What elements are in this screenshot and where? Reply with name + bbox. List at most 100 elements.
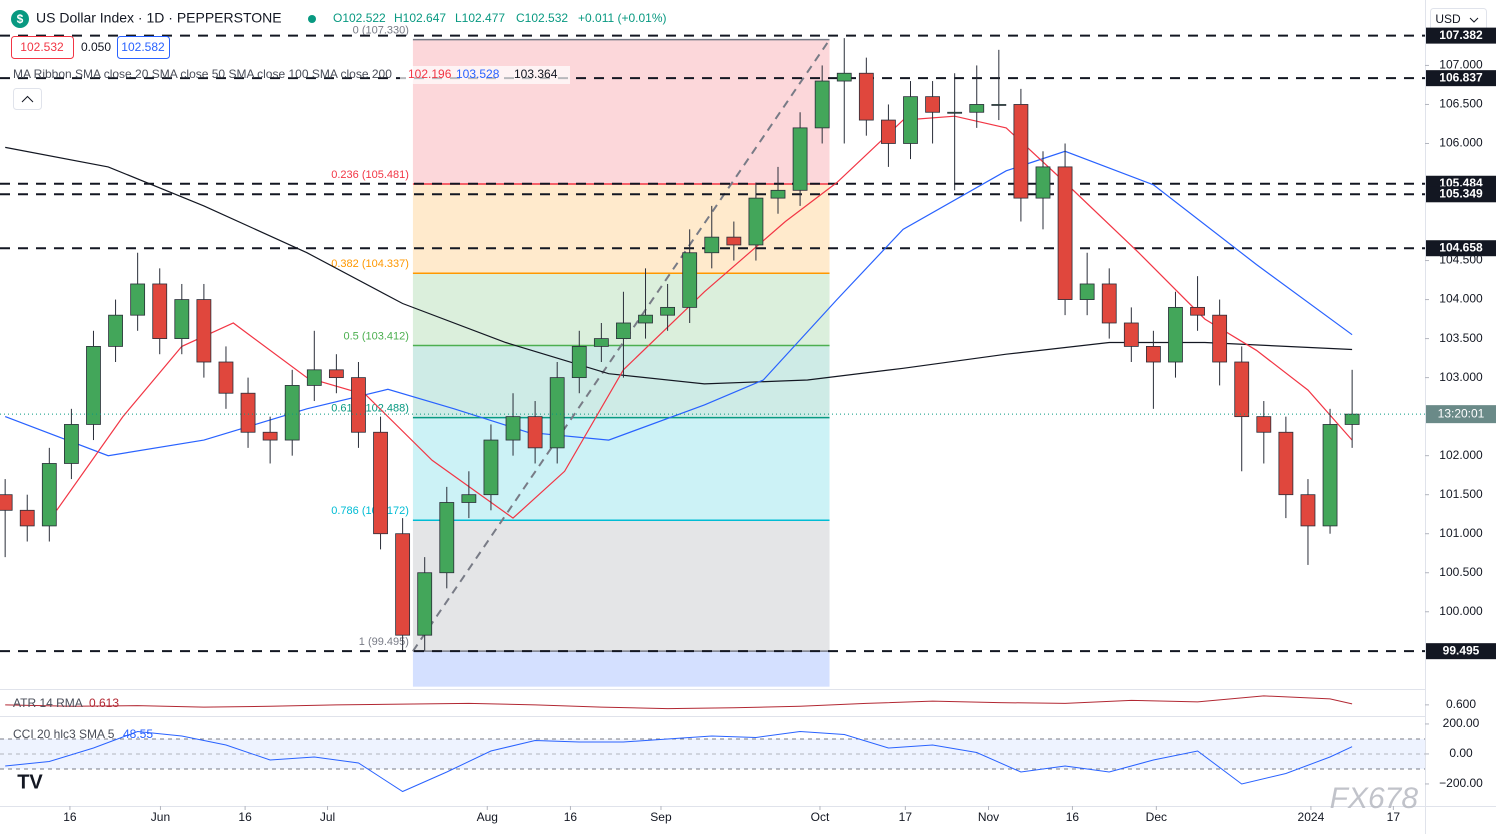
atr-line <box>5 695 1353 710</box>
level-label: 99.495 <box>1443 643 1480 657</box>
ohlc-close: C102.532 <box>516 11 568 25</box>
x-tick-label: Jul <box>320 810 335 824</box>
candle-body <box>174 299 190 339</box>
spread: 0.050 <box>81 40 111 54</box>
candle-body <box>86 346 101 425</box>
candle-body <box>417 572 433 636</box>
level-label-box <box>1426 70 1496 87</box>
x-tick-label: 16 <box>63 810 77 824</box>
y-tick-label: 106.500 <box>1439 97 1483 111</box>
candle-body <box>571 346 587 379</box>
x-tick-label: 16 <box>238 810 252 824</box>
cci-tick-label: 0.00 <box>1449 746 1473 760</box>
candle-body <box>1300 494 1316 527</box>
fib-label: 0.5 (103.412) <box>343 330 408 342</box>
candle-body <box>461 494 477 503</box>
cci-value: 48.55 <box>123 727 153 741</box>
candle-body <box>439 502 455 574</box>
level-label: 104.658 <box>1439 240 1483 254</box>
y-tick-label: 107.000 <box>1439 58 1483 72</box>
candle-body <box>395 533 411 636</box>
last-price-box <box>1426 405 1496 424</box>
atr-value: 0.613 <box>89 696 119 710</box>
ma-legend-bg <box>400 66 570 84</box>
ohlc-open: O102.522 <box>333 11 386 25</box>
candle-body <box>1168 306 1183 363</box>
candle-body <box>881 119 896 144</box>
y-tick-label: 101.000 <box>1439 526 1483 540</box>
x-tick-label: 2024 <box>1298 810 1325 824</box>
candle-body <box>1344 413 1360 425</box>
candle-body <box>836 72 852 82</box>
candle-body <box>991 104 1007 106</box>
bid-box[interactable] <box>11 36 74 59</box>
x-tick-label: 16 <box>564 810 578 824</box>
x-tick-label: Sep <box>650 810 672 824</box>
ask-box[interactable] <box>117 36 170 59</box>
candle-body <box>770 189 786 199</box>
level-label-box <box>1426 186 1496 203</box>
fib-label: 0.382 (104.337) <box>331 258 409 270</box>
ma-legend[interactable]: MA Ribbon SMA close 20 SMA close 50 SMA … <box>13 67 392 81</box>
fib-label: 0.786 (101.172) <box>331 505 409 517</box>
candle-body <box>1256 416 1272 433</box>
x-tick-label: 17 <box>899 810 913 824</box>
level-label: 106.837 <box>1439 70 1483 84</box>
y-tick-label: 104.000 <box>1439 292 1483 306</box>
candle-body <box>152 283 168 339</box>
candle-body <box>218 361 234 394</box>
level-label-box <box>1426 27 1496 44</box>
candle-body <box>1234 361 1250 418</box>
candle-body <box>196 299 212 363</box>
candle-body <box>682 252 698 308</box>
candle-body <box>505 416 521 441</box>
fib-label: 0 (107.330) <box>353 25 409 37</box>
candle-body <box>792 127 808 191</box>
candle-body <box>108 314 123 347</box>
fib-label: 0.618 (102.488) <box>331 402 409 414</box>
ask-price: 102.582 <box>121 40 165 54</box>
candle-body <box>527 416 543 449</box>
candle-body <box>593 338 609 347</box>
watermark: FX678 <box>1330 782 1419 815</box>
chart-title[interactable]: US Dollar Index · 1D · PEPPERSTONE <box>36 10 282 26</box>
candle-body <box>373 431 388 535</box>
x-tick-label: Oct <box>811 810 830 824</box>
x-tick-label: Dec <box>1146 810 1167 824</box>
ohlc-change: +0.011 (+0.01%) <box>578 11 667 25</box>
candle-body <box>638 314 653 324</box>
candle-body <box>925 96 940 113</box>
candle-body <box>1013 104 1029 199</box>
level-label-box <box>1426 643 1496 660</box>
logo: TV <box>17 771 43 793</box>
y-tick-label: 102.000 <box>1439 448 1483 462</box>
candle-body <box>63 424 79 464</box>
candle-body <box>1057 166 1073 300</box>
cci-line <box>5 730 1353 793</box>
x-tick-label: 16 <box>1066 810 1080 824</box>
moving-average <box>4 150 1353 457</box>
ohlc-high: H102.647 <box>394 11 446 25</box>
moving-average <box>5 146 1353 385</box>
collapse-button[interactable] <box>13 88 42 110</box>
x-tick-label: Jun <box>151 810 170 824</box>
candle-body <box>726 236 742 246</box>
ma-value: 103.528 <box>456 67 500 81</box>
candle-body <box>483 439 499 496</box>
fib-zone <box>412 39 830 184</box>
candle-body <box>1278 431 1294 496</box>
candle-body <box>660 306 676 316</box>
y-tick-label: 100.500 <box>1439 565 1483 579</box>
candle-body <box>1101 283 1117 324</box>
candle-body <box>1123 322 1139 347</box>
atr-tick-label: 0.600 <box>1446 697 1476 711</box>
candle-body <box>858 72 874 121</box>
fib-label: 1 (99.495) <box>359 636 409 648</box>
ma-value: 103.364 <box>514 67 558 81</box>
candle-body <box>1322 424 1338 527</box>
y-tick-label: 103.500 <box>1439 331 1483 345</box>
candle-body <box>814 80 830 129</box>
fib-zone <box>412 183 830 274</box>
ohlc-low: L102.477 <box>455 11 505 25</box>
